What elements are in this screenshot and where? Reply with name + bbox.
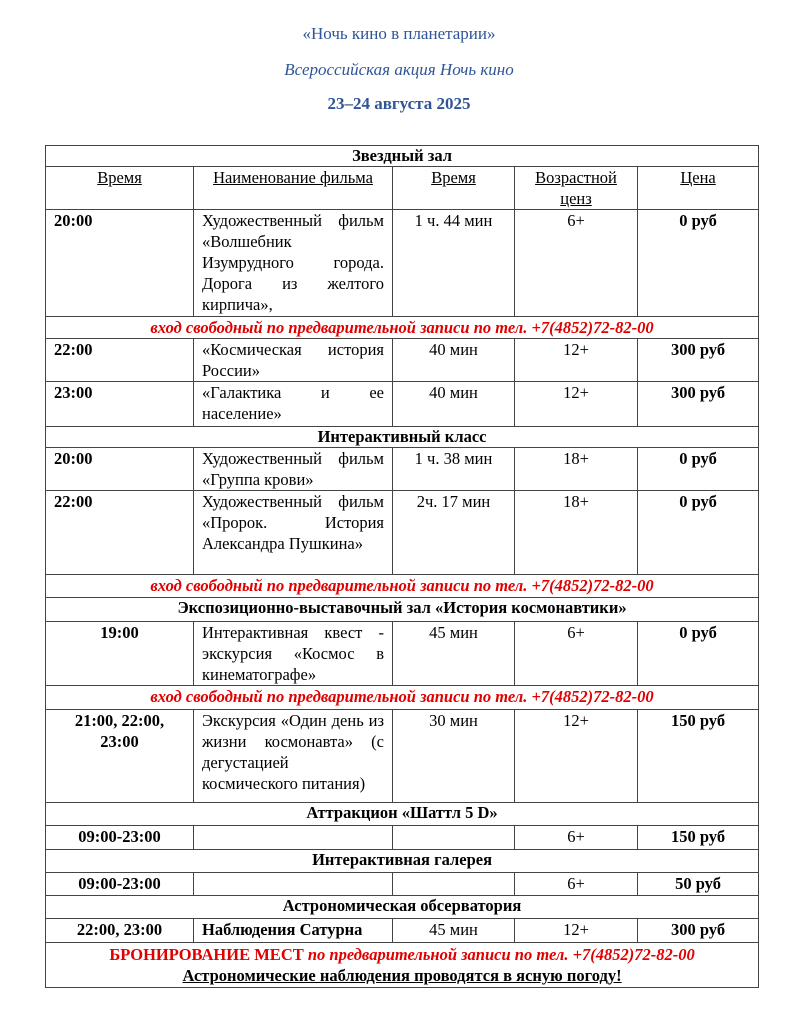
cell-duration: 45 мин [392,621,515,686]
section-header-row: Астрономическая обсерватория [44,895,760,919]
cell-time: 22:00, 23:00 [45,918,194,943]
cell-name: «Космическая история России» [193,338,393,382]
weather-note: Астрономические наблюдения проводятся в … [182,966,622,985]
column-header-row: Время Наименование фильма Время Возрастной … [45,166,760,210]
cell-name: Экскурсия «Один день из жизни космонавта… [193,709,393,803]
cell-age: 6+ [514,825,638,850]
booking-note-row: вход свободный по предварительной записи… [44,316,760,339]
cell-price: 150 руб [636,825,760,850]
section-title: Астрономическая обсерватория [44,895,760,919]
cell-name: Художественный фильм «Группа крови» [193,447,393,491]
section-header-row: Интерактивный класс [44,426,760,448]
column-header-time: Время [45,166,194,210]
section-header-row: Интерактивная галерея [44,849,760,873]
event-dates: 23–24 августа 2025 [327,94,471,113]
schedule-row: 22:00, 23:00 Наблюдения Сатурна 45 мин 12+ 3… [45,918,760,943]
cell-name: Художественный фильм «Пророк. История Ал… [193,490,393,575]
cell-name [193,825,393,850]
cell-age: 6+ [514,209,638,317]
cell-age: 12+ [514,918,638,943]
cell-age: 12+ [514,381,638,427]
footer-cell: БРОНИРОВАНИЕ МЕСТ по предварительной зап… [44,942,760,988]
schedule-row: 19:00 Интерактивная квест - экскурсия «Ко… [45,621,760,686]
cell-time: 23:00 [45,381,194,427]
cell-age: 18+ [514,490,638,575]
cell-price: 150 руб [636,709,760,803]
cell-name [193,872,393,896]
cell-time: 09:00-23:00 [45,872,194,896]
cell-time: 20:00 [45,209,194,317]
booking-note-row: вход свободный по предварительной записи… [44,685,760,710]
cell-time: 20:00 [45,447,194,491]
cell-time: 22:00 [45,490,194,575]
schedule-table: Звездный зал Время Наименование фильма Врем… [44,145,760,988]
cell-age: 12+ [514,709,638,803]
cell-duration: 40 мин [392,381,515,427]
cell-duration: 1 ч. 44 мин [392,209,515,317]
cell-duration [392,825,515,850]
cell-age: 12+ [514,338,638,382]
section-title: Звездный зал [44,145,760,167]
cell-price: 300 руб [636,918,760,943]
cell-time: 22:00 [45,338,194,382]
schedule-row: 22:00 Художественный фильм «Пророк. Исто… [45,490,760,575]
cell-price: 0 руб [636,621,760,686]
booking-note: вход свободный по предварительной записи… [44,316,760,339]
cell-age: 6+ [514,621,638,686]
cell-name: Наблюдения Сатурна [193,918,393,943]
cell-duration: 40 мин [392,338,515,382]
booking-note: вход свободный по предварительной записи… [44,574,760,598]
booking-note-row: вход свободный по предварительной записи… [44,574,760,598]
cell-time: 21:00, 22:00, 23:00 [45,709,194,803]
schedule-row: 22:00 «Космическая история России» 40 мин 1… [45,338,760,382]
cell-time: 09:00-23:00 [45,825,194,850]
schedule-row: 23:00 «Галактика и ее население» 40 мин 12+… [45,381,760,427]
cell-age: 18+ [514,447,638,491]
cell-name: Художественный фильм «Волшебник Изумрудн… [193,209,393,317]
section-title: Аттракцион «Шаттл 5 D» [44,802,760,826]
column-header-age: Возрастной ценз [514,166,638,210]
cell-price: 0 руб [636,447,760,491]
cell-duration: 2ч. 17 мин [392,490,515,575]
schedule-row: 20:00 Художественный фильм «Группа крови»… [45,447,760,491]
cell-duration: 1 ч. 38 мин [392,447,515,491]
cell-name: «Галактика и ее население» [193,381,393,427]
schedule-row: 20:00 Художественный фильм «Волшебник Изу… [45,209,760,317]
section-header-row: Экспозиционно-выставочный зал «История к… [44,597,760,622]
cell-time: 19:00 [45,621,194,686]
schedule-row: 09:00-23:00 6+ 50 руб [45,872,760,896]
cell-price: 300 руб [636,381,760,427]
section-title: Интерактивный класс [44,426,760,448]
booking-note: вход свободный по предварительной записи… [44,685,760,710]
booking-text: по предварительной записи по тел. +7(485… [303,945,695,964]
schedule-row: 09:00-23:00 6+ 150 руб [45,825,760,850]
cell-price: 50 руб [636,872,760,896]
schedule-row: 21:00, 22:00, 23:00 Экскурсия «Один день … [45,709,760,803]
column-header-price: Цена [636,166,760,210]
section-header-row: Звездный зал [44,145,760,167]
footer-row: БРОНИРОВАНИЕ МЕСТ по предварительной зап… [44,942,760,988]
booking-label: БРОНИРОВАНИЕ МЕСТ [109,945,304,964]
event-title: «Ночь кино в планетарии» [302,24,496,43]
cell-duration [392,872,515,896]
cell-price: 300 руб [636,338,760,382]
cell-price: 0 руб [636,209,760,317]
column-header-name: Наименование фильма [193,166,393,210]
cell-price: 0 руб [636,490,760,575]
cell-name: Интерактивная квест - экскурсия «Космос … [193,621,393,686]
section-header-row: Аттракцион «Шаттл 5 D» [44,802,760,826]
section-title: Экспозиционно-выставочный зал «История к… [44,597,760,622]
cell-duration: 45 мин [392,918,515,943]
cell-duration: 30 мин [392,709,515,803]
section-title: Интерактивная галерея [44,849,760,873]
event-subtitle: Всероссийская акция Ночь кино [284,60,514,79]
column-header-duration: Время [392,166,515,210]
cell-age: 6+ [514,872,638,896]
